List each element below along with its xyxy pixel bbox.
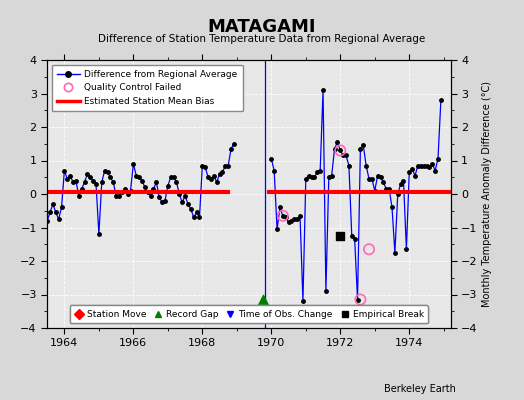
Point	[356, 296, 365, 303]
Text: Berkeley Earth: Berkeley Earth	[384, 384, 456, 394]
Point	[336, 233, 344, 239]
Point	[258, 296, 267, 303]
Text: Difference of Station Temperature Data from Regional Average: Difference of Station Temperature Data f…	[99, 34, 425, 44]
Y-axis label: Monthly Temperature Anomaly Difference (°C): Monthly Temperature Anomaly Difference (…	[482, 81, 492, 307]
Point	[336, 147, 344, 154]
Point	[365, 246, 373, 252]
Text: MATAGAMI: MATAGAMI	[208, 18, 316, 36]
Legend: Station Move, Record Gap, Time of Obs. Change, Empirical Break: Station Move, Record Gap, Time of Obs. C…	[70, 306, 428, 324]
Point	[279, 212, 287, 219]
